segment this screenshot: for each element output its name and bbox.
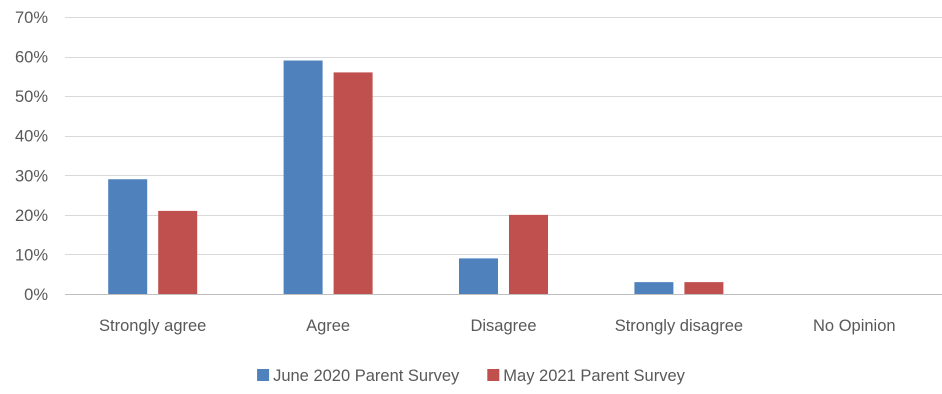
legend-label: May 2021 Parent Survey [503,367,685,385]
bar-strongly-disagree-series-1 [634,282,674,294]
bars [108,60,724,295]
legend-swatch [487,369,500,381]
y-tick-label: 60% [15,49,48,67]
y-axis-ticks: 0% 10% 20% 30% 40% 50% 60% 70% [15,9,48,304]
gridlines [65,17,942,295]
x-axis-ticks: Strongly agree Agree Disagree Strongly disa… [99,317,896,335]
y-tick-label: 40% [15,128,48,146]
x-tick-label: Strongly disagree [615,317,743,335]
bar-strongly-disagree-series-2 [684,282,724,294]
y-tick-label: 0% [24,286,48,304]
y-tick-label: 70% [15,9,48,27]
bar-strongly-agree-series-1 [108,179,148,294]
y-tick-label: 50% [15,88,48,106]
bar-disagree-series-2 [509,214,548,294]
legend: June 2020 Parent Survey May 2021 Parent S… [257,367,686,385]
legend-swatch [257,369,270,381]
y-tick-label: 10% [15,246,48,264]
x-tick-label: Agree [306,317,350,335]
y-tick-label: 30% [15,167,48,185]
bar-agree-series-2 [333,72,373,295]
x-tick-label: No Opinion [813,317,896,335]
x-tick-label: Disagree [470,317,536,335]
bar-agree-series-1 [283,60,323,295]
bar-disagree-series-1 [459,258,498,294]
legend-label: June 2020 Parent Survey [273,367,460,385]
bar-strongly-agree-series-2 [158,210,198,294]
x-tick-label: Strongly agree [99,317,206,335]
y-tick-label: 20% [15,207,48,225]
